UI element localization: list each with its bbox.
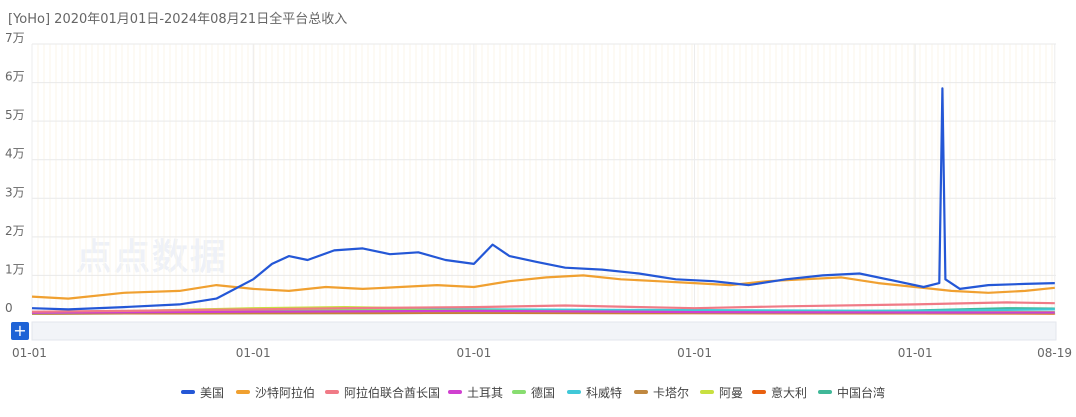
x-tick-label: 08-19 [1037, 346, 1072, 360]
legend-item[interactable]: 土耳其 [448, 382, 503, 402]
zoom-plus-button[interactable]: + [11, 322, 29, 340]
legend-label: 美国 [200, 385, 225, 400]
legend-label: 德国 [531, 385, 556, 400]
legend-item[interactable]: 阿曼 [700, 382, 743, 402]
chart-title: [YoHo] 2020年01月01日-2024年08月21日全平台总收入 [8, 12, 348, 27]
legend-item[interactable]: 卡塔尔 [634, 382, 689, 402]
legend-label: 土耳其 [467, 385, 504, 400]
y-tick-label: 6万 [5, 70, 25, 84]
legend-swatch [181, 390, 195, 394]
legend-item[interactable]: 科威特 [567, 382, 622, 402]
legend-swatch [512, 390, 526, 394]
legend-label: 阿拉伯联合酋长国 [344, 385, 441, 400]
series-lines[interactable] [31, 87, 1055, 315]
legend-label: 意大利 [771, 385, 808, 400]
y-tick-label: 3万 [5, 185, 25, 199]
x-axis: 01-01 01-01 01-01 01-01 01-01 08-19 [12, 346, 1072, 360]
legend-label: 中国台湾 [837, 385, 886, 400]
legend-item[interactable]: 意大利 [752, 382, 807, 402]
zoom-slider[interactable] [31, 321, 1057, 341]
watermark-text: 点点数据 [76, 237, 229, 278]
y-axis: 0 1万 2万 3万 4万 5万 6万 7万 [5, 31, 25, 315]
legend-item[interactable]: 沙特阿拉伯 [236, 382, 315, 402]
series-line-阿拉伯联合酋长国[interactable] [31, 301, 1055, 313]
x-tick-label: 01-01 [456, 346, 491, 360]
y-tick-label: 4万 [5, 147, 25, 161]
legend-swatch [818, 390, 832, 394]
legend-label: 卡塔尔 [653, 385, 690, 400]
legend-label: 科威特 [586, 385, 623, 400]
y-tick-label: 0 [5, 301, 13, 315]
legend-label: 阿曼 [719, 385, 744, 400]
series-line-美国[interactable] [31, 87, 1055, 311]
legend-item[interactable]: 中国台湾 [818, 382, 885, 402]
legend-swatch [448, 390, 462, 394]
grid [31, 43, 1056, 315]
legend-item[interactable]: 德国 [512, 382, 555, 402]
y-tick-label: 1万 [5, 262, 25, 276]
slider-track[interactable] [31, 321, 1057, 341]
x-tick-label: 01-01 [898, 346, 933, 360]
legend: 美国 沙特阿拉伯 阿拉伯联合酋长国 土耳其 德国 科威特 卡塔尔 阿曼 意大利 中国台湾 [0, 382, 1076, 402]
legend-swatch [752, 390, 766, 394]
legend-swatch [700, 390, 714, 394]
series-line-土耳其[interactable] [31, 309, 1055, 314]
legend-swatch [325, 390, 339, 394]
legend-label: 沙特阿拉伯 [255, 385, 316, 400]
legend-swatch [567, 390, 581, 394]
series-line-沙特阿拉伯[interactable] [31, 274, 1055, 300]
legend-item[interactable]: 美国 [181, 382, 224, 402]
x-tick-label: 01-01 [677, 346, 712, 360]
x-tick-label: 01-01 [12, 346, 47, 360]
x-tick-label: 01-01 [236, 346, 271, 360]
legend-swatch [236, 390, 250, 394]
y-tick-label: 5万 [5, 108, 25, 122]
y-tick-label: 2万 [5, 224, 25, 238]
legend-item[interactable]: 阿拉伯联合酋长国 [325, 382, 440, 402]
y-tick-label: 7万 [5, 31, 25, 45]
legend-swatch [634, 390, 648, 394]
